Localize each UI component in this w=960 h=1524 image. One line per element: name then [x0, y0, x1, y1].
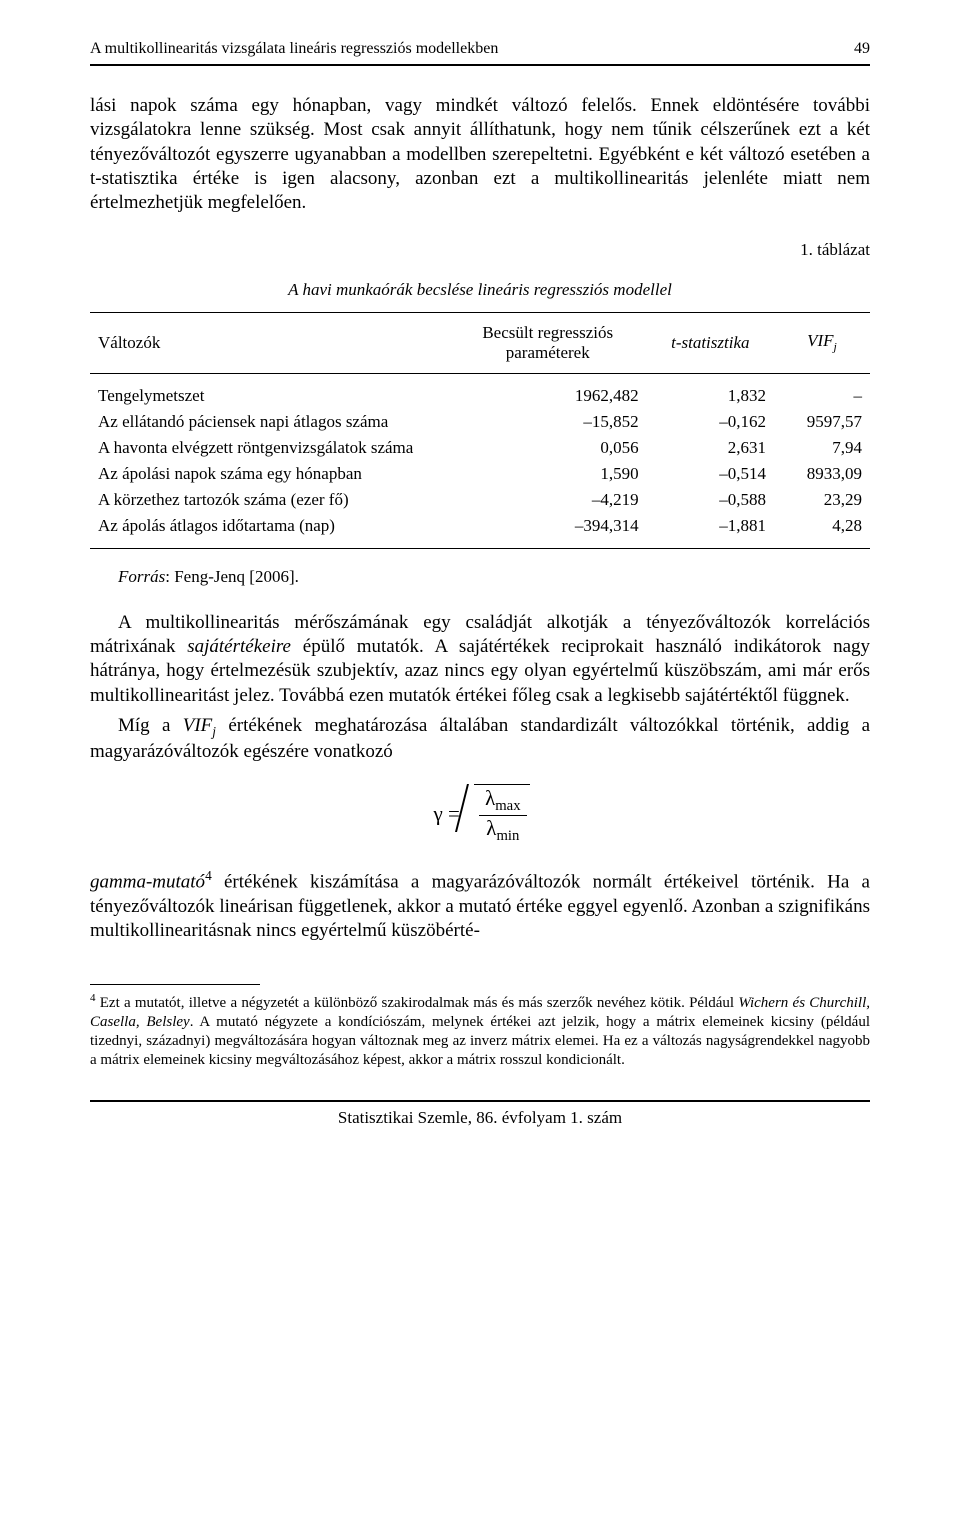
col-vif-sub: j [834, 339, 837, 353]
col-estimate: Becsült regressziós paraméterek [449, 312, 647, 373]
table-row: Az ápolási napok száma egy hónapban 1,59… [90, 461, 870, 487]
footnote-text-a: Ezt a mutatót, illetve a négyzetét a kül… [96, 995, 739, 1011]
cell-b: 1962,482 [449, 373, 647, 409]
cell-t: –0,514 [647, 461, 774, 487]
cell-name: A havonta elvégzett röntgenvizsgálatok s… [90, 435, 449, 461]
table-header-row: Változók Becsült regressziós paraméterek… [90, 312, 870, 373]
table-row: A körzethez tartozók száma (ezer fő) –4,… [90, 487, 870, 513]
cell-name: A körzethez tartozók száma (ezer fő) [90, 487, 449, 513]
col-vif-text: VIF [807, 331, 833, 350]
table-body: Tengelymetszet 1962,482 1,832 – Az ellát… [90, 373, 870, 548]
num-lambda: λ [485, 786, 495, 810]
footnote-4: 4 Ezt a mutatót, illetve a négyzetét a k… [90, 991, 870, 1071]
footnote-rule [90, 984, 260, 985]
cell-vif: 23,29 [774, 487, 870, 513]
cell-name: Az ápolási napok száma egy hónapban [90, 461, 449, 487]
cell-name: Az ellátandó páciensek napi átlagos szám… [90, 409, 449, 435]
cell-b: –15,852 [449, 409, 647, 435]
running-title: A multikollinearitás vizsgálata lineáris… [90, 40, 498, 58]
table-row: A havonta elvégzett röntgenvizsgálatok s… [90, 435, 870, 461]
cell-vif: 9597,57 [774, 409, 870, 435]
table-row: Az ápolás átlagos időtartama (nap) –394,… [90, 513, 870, 549]
regression-table: Változók Becsült regressziós paraméterek… [90, 312, 870, 549]
table-source: Forrás: Feng-Jenq [2006]. [90, 567, 870, 587]
paragraph-4: gamma-mutató4 értékének kiszámítása a ma… [90, 867, 870, 943]
paragraph-2: A multikollinearitás mérőszámának egy cs… [90, 611, 870, 708]
cell-t: 2,631 [647, 435, 774, 461]
cell-t: –0,588 [647, 487, 774, 513]
p4-footnote-ref: 4 [205, 868, 212, 883]
cell-b: 0,056 [449, 435, 647, 461]
table-number-label: 1. táblázat [90, 240, 870, 260]
col-tstat-text: t-statisztika [671, 333, 749, 352]
p3-a: Míg a [118, 715, 183, 736]
page-number: 49 [854, 40, 870, 58]
source-value: : Feng-Jenq [2006]. [165, 567, 299, 586]
p4-term: gamma-mutató [90, 872, 205, 893]
journal-footer: Statisztikai Szemle, 86. évfolyam 1. szá… [338, 1108, 622, 1127]
footnote-text-b: . A mutató négyzete a kondíciószám, mely… [90, 1014, 870, 1068]
cell-t: 1,832 [647, 373, 774, 409]
table-row: Az ellátandó páciensek napi átlagos szám… [90, 409, 870, 435]
formula-lhs: γ = [433, 801, 459, 825]
p3-vif: VIF [183, 715, 213, 736]
cell-b: –4,219 [449, 487, 647, 513]
col-vif: VIFj [774, 312, 870, 373]
paragraph-1: lási napok száma egy hónapban, vagy mind… [90, 94, 870, 216]
cell-vif: 8933,09 [774, 461, 870, 487]
table-row: Tengelymetszet 1962,482 1,832 – [90, 373, 870, 409]
cell-name: Az ápolás átlagos időtartama (nap) [90, 513, 449, 549]
cell-vif: – [774, 373, 870, 409]
header-rule [90, 64, 870, 66]
col-tstat: t-statisztika [647, 312, 774, 373]
page-footer: Statisztikai Szemle, 86. évfolyam 1. szá… [90, 1100, 870, 1128]
den-lambda: λ [486, 816, 496, 840]
gamma-formula: γ = λmax λmin [90, 786, 870, 845]
den-sub: min [496, 828, 519, 844]
fraction-numerator: λmax [479, 786, 526, 816]
num-sub: max [495, 798, 520, 814]
col-estimate-line1: Becsült regressziós [482, 323, 613, 342]
footer-rule [90, 1100, 870, 1102]
cell-b: 1,590 [449, 461, 647, 487]
table-caption: A havi munkaórák becslése lineáris regre… [90, 280, 870, 300]
col-estimate-line2: paraméterek [506, 343, 590, 362]
fraction-denominator: λmin [479, 816, 526, 845]
cell-t: –0,162 [647, 409, 774, 435]
fraction: λmax λmin [479, 786, 526, 845]
paragraph-3: Míg a VIFj értékének meghatározása által… [90, 714, 870, 764]
p2-b-italic: sajátértékeire [187, 636, 291, 657]
sqrt-icon: λmax λmin [465, 786, 526, 845]
running-head: A multikollinearitás vizsgálata lineáris… [90, 40, 870, 58]
page: A multikollinearitás vizsgálata lineáris… [0, 0, 960, 1168]
cell-t: –1,881 [647, 513, 774, 549]
cell-b: –394,314 [449, 513, 647, 549]
cell-vif: 7,94 [774, 435, 870, 461]
cell-vif: 4,28 [774, 513, 870, 549]
cell-name: Tengelymetszet [90, 373, 449, 409]
col-variables: Változók [90, 312, 449, 373]
source-label: Forrás [118, 567, 165, 586]
